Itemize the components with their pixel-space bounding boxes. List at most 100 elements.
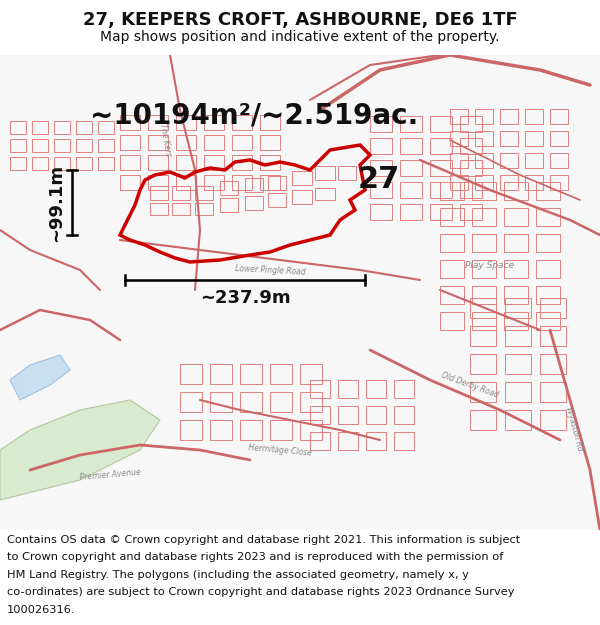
Text: The Kers: The Kers — [158, 123, 172, 157]
Bar — [525, 131, 543, 146]
Bar — [430, 138, 452, 154]
Bar — [32, 157, 48, 170]
Bar — [430, 182, 452, 198]
Bar — [148, 135, 168, 150]
Text: Lower Pingle Road: Lower Pingle Road — [235, 264, 305, 276]
Bar — [204, 135, 224, 150]
Bar — [210, 420, 232, 440]
Bar — [525, 175, 543, 190]
Bar — [148, 175, 168, 190]
Bar — [10, 139, 26, 152]
Bar — [260, 115, 280, 130]
Bar — [440, 182, 464, 200]
Bar — [540, 298, 566, 318]
Bar — [450, 175, 468, 190]
Text: Contains OS data © Crown copyright and database right 2021. This information is : Contains OS data © Crown copyright and d… — [7, 535, 520, 545]
Text: Map shows position and indicative extent of the property.: Map shows position and indicative extent… — [100, 30, 500, 44]
Bar — [148, 115, 168, 130]
Bar — [370, 182, 392, 198]
Bar — [176, 115, 196, 130]
Bar — [550, 131, 568, 146]
Bar — [472, 208, 496, 226]
Bar — [245, 196, 263, 210]
Bar — [338, 166, 356, 180]
Bar — [460, 204, 482, 220]
Bar — [180, 392, 202, 412]
Bar — [176, 175, 196, 190]
Bar — [460, 138, 482, 154]
Bar — [315, 188, 335, 200]
Bar — [338, 406, 358, 424]
Bar — [76, 121, 92, 134]
Text: 100026316.: 100026316. — [7, 605, 76, 615]
Bar — [32, 121, 48, 134]
Bar — [460, 182, 482, 198]
Bar — [366, 432, 386, 450]
Bar — [430, 160, 452, 176]
Bar — [268, 176, 286, 190]
Bar — [536, 312, 560, 330]
Text: to Crown copyright and database rights 2023 and is reproduced with the permissio: to Crown copyright and database rights 2… — [7, 552, 503, 562]
Bar — [472, 182, 496, 200]
Bar — [400, 204, 422, 220]
Bar — [505, 298, 531, 318]
Bar — [450, 131, 468, 146]
Bar — [450, 153, 468, 168]
Text: 27, KEEPERS CROFT, ASHBOURNE, DE6 1TF: 27, KEEPERS CROFT, ASHBOURNE, DE6 1TF — [83, 11, 517, 29]
Bar — [504, 208, 528, 226]
Bar — [220, 198, 238, 212]
Bar — [505, 410, 531, 430]
Text: HM Land Registry. The polygons (including the associated geometry, namely x, y: HM Land Registry. The polygons (includin… — [7, 570, 469, 580]
Bar — [54, 139, 70, 152]
Bar — [232, 155, 252, 170]
Bar — [270, 392, 292, 412]
Bar — [150, 186, 168, 200]
Bar — [536, 208, 560, 226]
Bar — [505, 354, 531, 374]
Bar — [505, 382, 531, 402]
Bar — [232, 175, 252, 190]
Bar — [525, 109, 543, 124]
Bar — [120, 175, 140, 190]
Bar — [148, 155, 168, 170]
Bar — [540, 410, 566, 430]
Bar — [450, 109, 468, 124]
Text: Old Derby Road: Old Derby Road — [440, 371, 500, 399]
Bar — [525, 153, 543, 168]
Bar — [268, 193, 286, 207]
Text: Wyaston Rd.: Wyaston Rd. — [565, 406, 586, 454]
Bar — [505, 326, 531, 346]
Bar — [176, 135, 196, 150]
Bar — [470, 382, 496, 402]
Bar — [172, 203, 190, 215]
Bar — [536, 182, 560, 200]
Bar — [470, 298, 496, 318]
Text: co-ordinates) are subject to Crown copyright and database rights 2023 Ordnance S: co-ordinates) are subject to Crown copyr… — [7, 588, 515, 598]
Bar — [150, 203, 168, 215]
Bar — [98, 121, 114, 134]
Bar — [240, 392, 262, 412]
Bar — [366, 406, 386, 424]
Bar — [204, 155, 224, 170]
Bar — [536, 286, 560, 304]
Bar — [370, 138, 392, 154]
Text: Hermitage Close: Hermitage Close — [248, 442, 312, 458]
Bar — [300, 364, 322, 384]
Bar — [176, 155, 196, 170]
Bar — [400, 116, 422, 132]
Bar — [460, 116, 482, 132]
Bar — [536, 260, 560, 278]
Bar — [315, 166, 335, 180]
Bar — [470, 354, 496, 374]
Bar — [440, 286, 464, 304]
Text: ~99.1m: ~99.1m — [47, 163, 65, 241]
Bar — [270, 420, 292, 440]
Bar — [400, 138, 422, 154]
Text: ~10194m²/~2.519ac.: ~10194m²/~2.519ac. — [90, 101, 418, 129]
Bar — [210, 364, 232, 384]
Bar — [54, 157, 70, 170]
Bar — [475, 131, 493, 146]
Bar — [98, 157, 114, 170]
Bar — [32, 139, 48, 152]
Bar — [540, 354, 566, 374]
